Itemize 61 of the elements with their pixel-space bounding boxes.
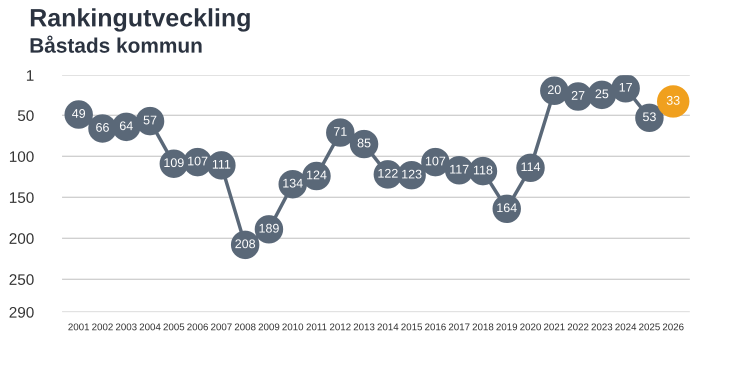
y-tick-label: 250 [10, 274, 34, 285]
data-label: 25 [596, 89, 608, 98]
y-tick-label: 200 [10, 233, 34, 244]
x-tick-label: 2009 [258, 323, 280, 330]
x-tick-label: 2017 [448, 323, 470, 330]
x-tick-label: 2026 [662, 323, 684, 330]
x-tick-label: 2015 [401, 323, 422, 330]
data-label: 66 [96, 122, 109, 132]
data-label: 122 [378, 168, 398, 178]
x-tick-label: 2005 [163, 323, 184, 330]
y-tick-label: 50 [18, 110, 34, 122]
data-label: 20 [548, 85, 561, 94]
data-label: 85 [358, 138, 370, 148]
data-label: 208 [235, 239, 256, 248]
data-label: 164 [497, 203, 517, 212]
x-tick-label: 2008 [234, 323, 256, 330]
data-label: 64 [120, 121, 133, 130]
x-tick-label: 2018 [472, 323, 494, 330]
x-tick-label: 2006 [187, 323, 208, 330]
data-label: 17 [620, 82, 632, 92]
x-tick-label: 2013 [354, 323, 374, 330]
data-label: 57 [144, 116, 156, 124]
data-label: 189 [259, 224, 279, 233]
x-tick-label: 2019 [496, 323, 518, 330]
data-label: 134 [283, 178, 303, 188]
x-tick-label: 2012 [330, 323, 351, 330]
data-label: 118 [474, 166, 492, 174]
y-tick-label: 290 [10, 306, 34, 318]
y-tick-label: 100 [10, 151, 34, 162]
x-tick-label: 2025 [639, 323, 660, 330]
data-label: 49 [72, 109, 86, 118]
chart-subtitle: Båstads kommun [30, 36, 202, 53]
x-tick-label: 2021 [544, 323, 565, 330]
data-label: 109 [164, 158, 184, 168]
x-tick-label: 2004 [140, 323, 161, 330]
y-tick-label: 1 [26, 70, 34, 81]
data-label: 111 [212, 160, 230, 169]
x-tick-label: 2003 [116, 323, 137, 330]
x-tick-label: 2011 [306, 323, 326, 330]
chart-title: Rankingutveckling [30, 8, 250, 32]
data-label: 124 [307, 170, 327, 180]
x-tick-label: 2007 [211, 323, 232, 330]
data-label: 33 [666, 96, 680, 105]
y-tick-label: 150 [10, 192, 34, 204]
x-tick-label: 2023 [592, 323, 612, 330]
x-tick-label: 2022 [568, 323, 588, 330]
data-label: 123 [402, 170, 422, 179]
x-tick-label: 2002 [92, 323, 113, 330]
data-label: 107 [188, 156, 208, 166]
data-label: 53 [642, 112, 656, 122]
data-label: 107 [426, 156, 446, 166]
x-tick-label: 2014 [378, 323, 398, 330]
x-tick-label: 2001 [68, 323, 90, 330]
data-label: 117 [450, 164, 469, 174]
data-label: 27 [572, 91, 584, 100]
x-tick-label: 2010 [282, 323, 304, 330]
data-label: 114 [522, 162, 540, 172]
x-tick-label: 2020 [520, 323, 541, 330]
x-tick-label: 2024 [615, 323, 636, 330]
data-label: 71 [334, 127, 347, 136]
x-tick-label: 2016 [425, 323, 446, 330]
